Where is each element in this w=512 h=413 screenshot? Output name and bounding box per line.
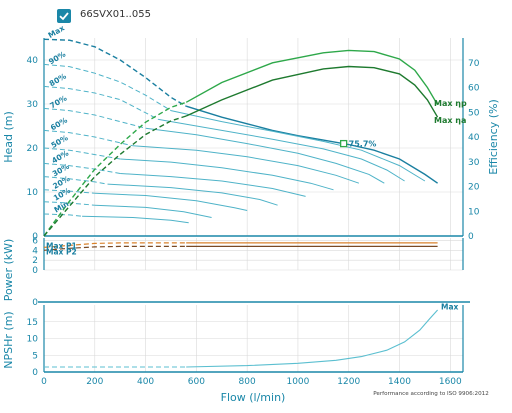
tick-label-y: 4	[32, 246, 38, 256]
efficiency-curve	[185, 65, 439, 118]
checkmark-icon	[59, 12, 69, 21]
speed-label: 80%	[48, 71, 68, 88]
npsh-label: Max	[441, 302, 459, 311]
tick-label-y2: 0	[468, 232, 474, 242]
speed-label: 90%	[47, 49, 67, 66]
head-curve	[158, 118, 405, 182]
y-axis-title: Power (kW)	[2, 239, 15, 302]
tick-label-y: 20	[27, 144, 39, 154]
bep-label: 75.7%	[349, 140, 377, 149]
speed-label: Max	[47, 23, 67, 40]
tick-label-x: 1400	[388, 377, 411, 387]
head-curve	[120, 158, 334, 191]
tick-label-y: 0	[32, 368, 38, 378]
tick-label-x: 400	[137, 377, 154, 387]
tick-label-x: 1000	[286, 377, 309, 387]
efficiency-label: Max ηp	[434, 99, 467, 108]
tick-label-y: 30	[27, 100, 39, 110]
power-curve-dashed	[43, 245, 187, 251]
tick-label-x: 200	[86, 377, 103, 387]
head-curve	[94, 204, 212, 218]
tick-label-y: 0	[32, 266, 38, 276]
power-curve-dashed	[43, 242, 187, 248]
efficiency-curve-dashed	[43, 101, 187, 237]
head-curve-dashed	[43, 176, 108, 185]
head-curve-dashed	[43, 85, 159, 120]
head-curve	[107, 183, 278, 206]
tick-label-x: 600	[188, 377, 205, 387]
tick-label-x: 0	[41, 377, 47, 387]
tick-label-y2: 70	[468, 59, 480, 69]
speed-label: 60%	[49, 115, 69, 132]
tick-label-y2: 60	[468, 84, 480, 94]
tick-label-y2: 20	[468, 183, 480, 193]
tick-label-x: 800	[239, 377, 256, 387]
tick-label-x: 1600	[439, 377, 462, 387]
tick-label-y: 10	[27, 188, 39, 198]
tick-label-y2: 50	[468, 108, 480, 118]
tick-label-y2: 30	[468, 158, 480, 168]
efficiency-curve	[185, 49, 439, 106]
speed-label: 70%	[48, 93, 68, 110]
tick-label-y: 6	[32, 236, 38, 246]
curves	[43, 38, 439, 368]
head-curve-dashed	[43, 129, 134, 147]
bep-marker	[339, 139, 348, 148]
y-axis-title: Head (m)	[2, 111, 15, 163]
tick-label-y2: 10	[468, 207, 480, 217]
y-axis-title: NPSHr (m)	[2, 311, 15, 368]
tick-label-y: 0	[32, 298, 38, 308]
head-curve-dashed	[43, 201, 95, 206]
tick-label-y: 10	[27, 335, 39, 345]
speed-label: 50%	[50, 133, 70, 150]
tick-label-y: 2	[32, 256, 38, 266]
head-curve-dashed	[43, 213, 83, 217]
footer-note: Performance according to ISO 9906:2012	[373, 391, 489, 397]
tick-label-y: 40	[27, 56, 39, 66]
power-label: Max P1	[46, 241, 77, 250]
power-label: Max P2	[46, 247, 77, 256]
head-curve-dashed	[43, 147, 121, 160]
tick-label-y: 0	[32, 232, 38, 242]
head-curve	[120, 173, 306, 197]
efficiency-label: Max ηa	[434, 116, 466, 125]
head-curve	[94, 192, 248, 211]
series-label: 66SVX01..055	[80, 9, 151, 20]
head-curve	[145, 127, 385, 184]
head-curve-dashed	[43, 38, 187, 107]
head-curve	[185, 105, 438, 184]
tick-label-y: 15	[27, 318, 38, 328]
x-axis-title: Flow (l/min)	[221, 391, 286, 404]
head-curve	[132, 145, 360, 184]
head-curve-dashed	[43, 63, 172, 112]
head-curve-dashed	[43, 162, 121, 174]
efficiency-curve-dashed	[43, 115, 187, 237]
head-curve	[170, 110, 426, 182]
head-curve-dashed	[43, 107, 146, 129]
head-curve	[82, 215, 189, 224]
tick-label-y2: 40	[468, 133, 480, 143]
tick-label-y: 5	[32, 351, 38, 361]
series-checkbox[interactable]	[57, 9, 71, 23]
npsh-curve	[186, 309, 439, 368]
head-curve-dashed	[43, 189, 95, 194]
tick-label-x: 1200	[337, 377, 360, 387]
y2-axis-title: Efficiency (%)	[487, 99, 500, 175]
speed-label: 40%	[50, 148, 70, 165]
